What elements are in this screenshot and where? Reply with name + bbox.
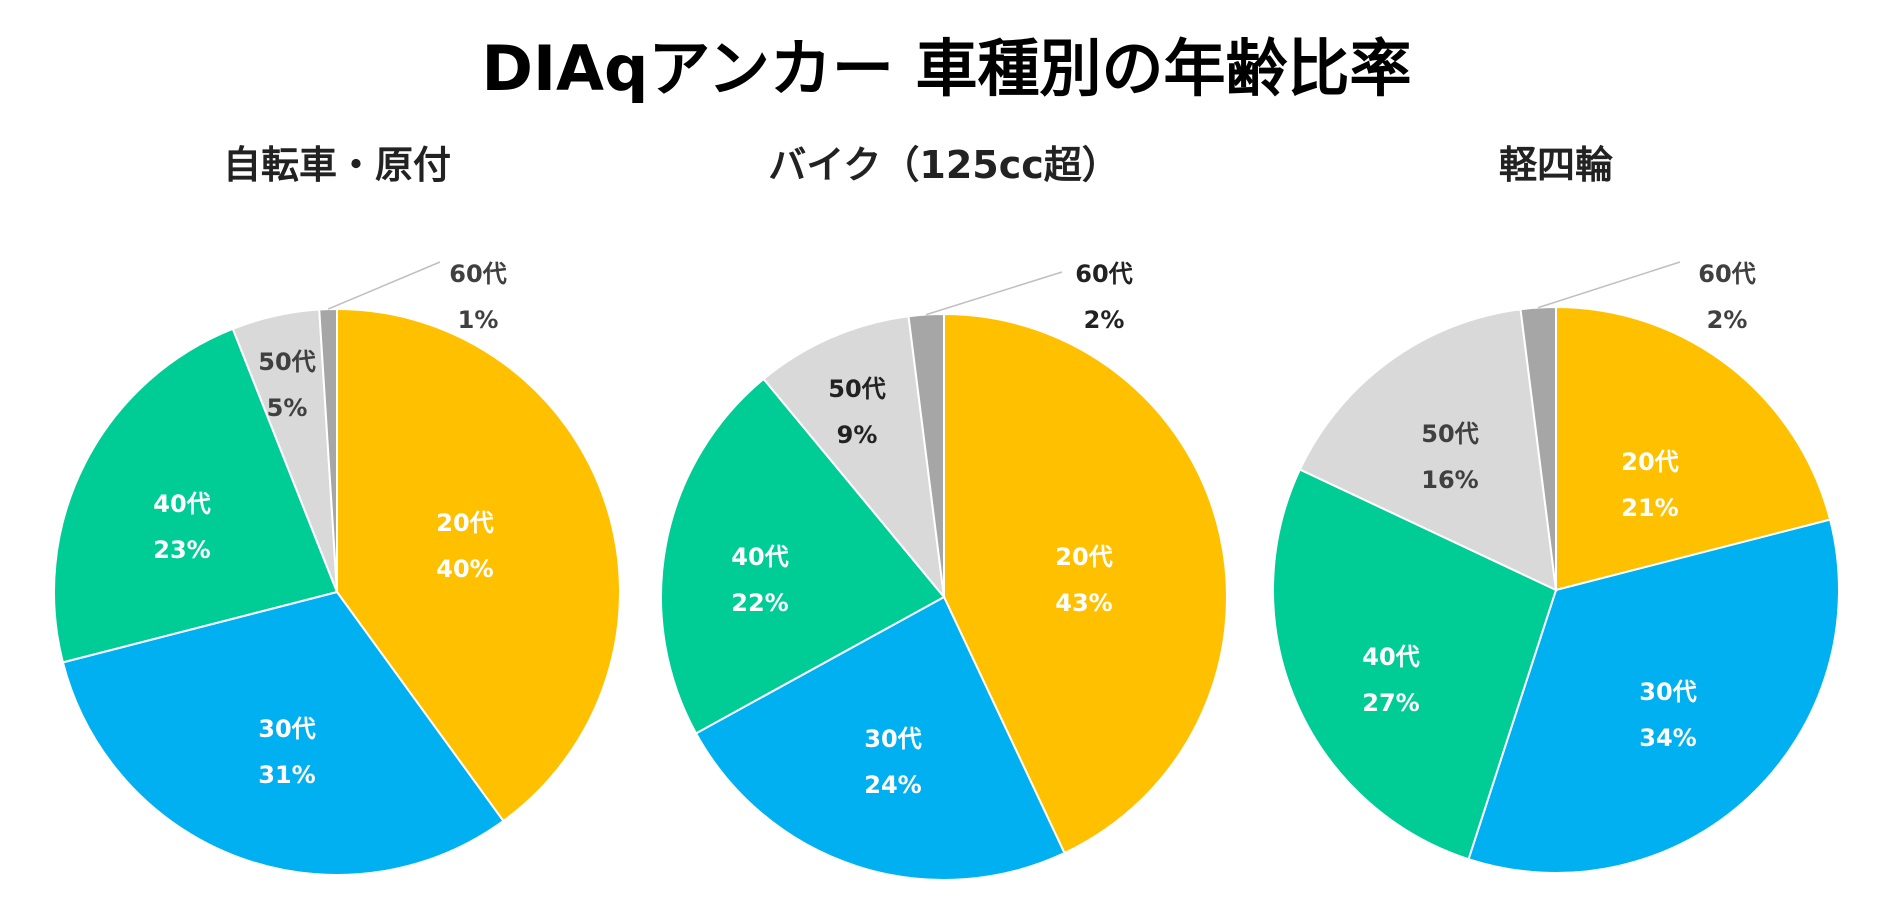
chart-title: バイク（125cc超） — [768, 143, 1120, 187]
pie-slice — [61, 590, 505, 876]
data-label-percent: 40% — [436, 555, 493, 583]
leader-line — [925, 271, 1063, 316]
data-label-percent: 2% — [1707, 306, 1748, 334]
pie-slice — [943, 312, 1229, 855]
data-label-category: 30代 — [1639, 678, 1696, 706]
pie-slice — [660, 377, 946, 735]
data-label-category: 20代 — [1055, 543, 1112, 571]
data-label-percent: 16% — [1421, 466, 1478, 494]
data-label-category: 40代 — [1362, 643, 1419, 671]
data-label-percent: 23% — [153, 536, 210, 564]
leader-line — [1537, 261, 1681, 309]
data-label-percent: 2% — [1084, 306, 1125, 334]
data-label-category: 30代 — [258, 715, 315, 743]
data-label-percent: 1% — [458, 306, 499, 334]
data-label-percent: 43% — [1055, 589, 1112, 617]
data-label-category: 40代 — [153, 490, 210, 518]
pie-slice — [1298, 308, 1558, 592]
data-label-percent: 31% — [258, 761, 315, 789]
data-label-category: 50代 — [258, 348, 315, 376]
leader-line — [327, 261, 441, 310]
pie-slice — [1271, 468, 1558, 861]
chart-title: 軽四輪 — [1499, 143, 1613, 187]
data-label-percent: 24% — [864, 771, 921, 799]
data-label-category: 50代 — [828, 375, 885, 403]
pie-slice — [53, 327, 339, 664]
data-label-category: 60代 — [1075, 260, 1132, 288]
data-label-category: 60代 — [1698, 260, 1755, 288]
data-label-percent: 34% — [1639, 724, 1696, 752]
pie-chart: バイク（125cc超） 20代 43% 30代 24% 40代 22% 50代 9% 60代 2% — [660, 143, 1229, 882]
pie-chart: 自転車・原付 20代 40% 30代 31% 40代 23% 50代 5% 60代 1% — [53, 143, 621, 876]
pie-slice — [336, 307, 621, 823]
data-label-category: 50代 — [1421, 420, 1478, 448]
chart-title: 自転車・原付 — [223, 143, 451, 187]
data-label-percent: 9% — [837, 421, 878, 449]
pie-slice — [1467, 518, 1840, 874]
data-label-percent: 21% — [1621, 494, 1678, 522]
pie-slice — [694, 595, 1066, 882]
data-label-category: 20代 — [436, 509, 493, 537]
data-label-percent: 27% — [1362, 689, 1419, 717]
data-label-category: 30代 — [864, 725, 921, 753]
data-label-category: 60代 — [449, 260, 506, 288]
pie-chart: 軽四輪 20代 21% 30代 34% 40代 27% 50代 16% 60代 2% — [1271, 143, 1840, 874]
data-label-percent: 22% — [731, 589, 788, 617]
pie-slice — [1555, 305, 1832, 592]
data-label-category: 40代 — [731, 543, 788, 571]
pie-slice — [318, 307, 338, 593]
page-title: DIAqアンカー 車種別の年齢比率 — [481, 32, 1412, 105]
data-label-percent: 5% — [267, 394, 308, 422]
data-label-category: 20代 — [1621, 448, 1678, 476]
pie-slice — [762, 315, 946, 601]
